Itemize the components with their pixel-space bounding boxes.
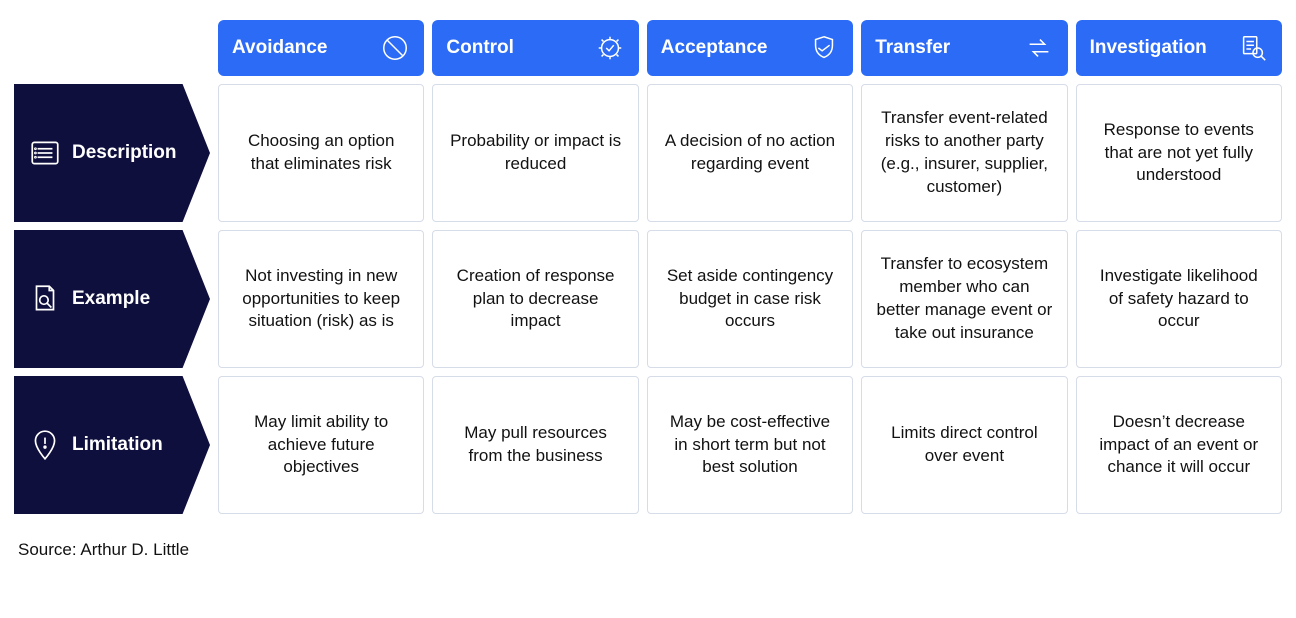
cell-description-acceptance: A decision of no action regarding event	[647, 84, 853, 222]
pin-warning-icon	[28, 428, 62, 462]
cell-limitation-avoidance: May limit ability to achieve future obje…	[218, 376, 424, 514]
gear-check-icon	[595, 33, 625, 63]
list-card-icon	[28, 136, 62, 170]
row-header-label: Example	[72, 288, 150, 310]
handshake-shield-icon	[809, 33, 839, 63]
col-header-transfer: Transfer	[861, 20, 1067, 76]
cell-description-transfer: Transfer event-related risks to another …	[861, 84, 1067, 222]
risk-strategy-matrix: Avoidance Control Acceptance Transfer In…	[14, 20, 1282, 514]
col-header-label: Investigation	[1090, 37, 1207, 59]
cell-limitation-acceptance: May be cost-effective in short term but …	[647, 376, 853, 514]
no-entry-icon	[380, 33, 410, 63]
row-header-description: Description	[14, 84, 210, 222]
cell-limitation-investigation: Doesn’t decrease impact of an event or c…	[1076, 376, 1282, 514]
magnify-doc-icon	[1238, 33, 1268, 63]
row-header-example: Example	[14, 230, 210, 368]
cell-description-investigation: Response to events that are not yet full…	[1076, 84, 1282, 222]
col-header-control: Control	[432, 20, 638, 76]
row-header-label: Limitation	[72, 434, 163, 456]
doc-search-icon	[28, 282, 62, 316]
row-header-limitation: Limitation	[14, 376, 210, 514]
col-header-label: Acceptance	[661, 37, 768, 59]
cell-example-investigation: Investigate likelihood of safety hazard …	[1076, 230, 1282, 368]
col-header-label: Control	[446, 37, 514, 59]
cell-example-transfer: Transfer to ecosystem member who can bet…	[861, 230, 1067, 368]
row-header-label: Description	[72, 142, 177, 164]
col-header-label: Transfer	[875, 37, 950, 59]
col-header-investigation: Investigation	[1076, 20, 1282, 76]
col-header-avoidance: Avoidance	[218, 20, 424, 76]
source-attribution: Source: Arthur D. Little	[14, 540, 1282, 560]
cell-limitation-transfer: Limits direct control over event	[861, 376, 1067, 514]
cell-example-control: Creation of response plan to decrease im…	[432, 230, 638, 368]
col-header-label: Avoidance	[232, 37, 327, 59]
col-header-acceptance: Acceptance	[647, 20, 853, 76]
cell-example-acceptance: Set aside contingency budget in case ris…	[647, 230, 853, 368]
cell-description-control: Probability or impact is reduced	[432, 84, 638, 222]
cell-limitation-control: May pull resources from the business	[432, 376, 638, 514]
cell-description-avoidance: Choosing an option that eliminates risk	[218, 84, 424, 222]
swap-arrows-icon	[1024, 33, 1054, 63]
corner-spacer	[14, 20, 210, 76]
cell-example-avoidance: Not investing in new opportunities to ke…	[218, 230, 424, 368]
